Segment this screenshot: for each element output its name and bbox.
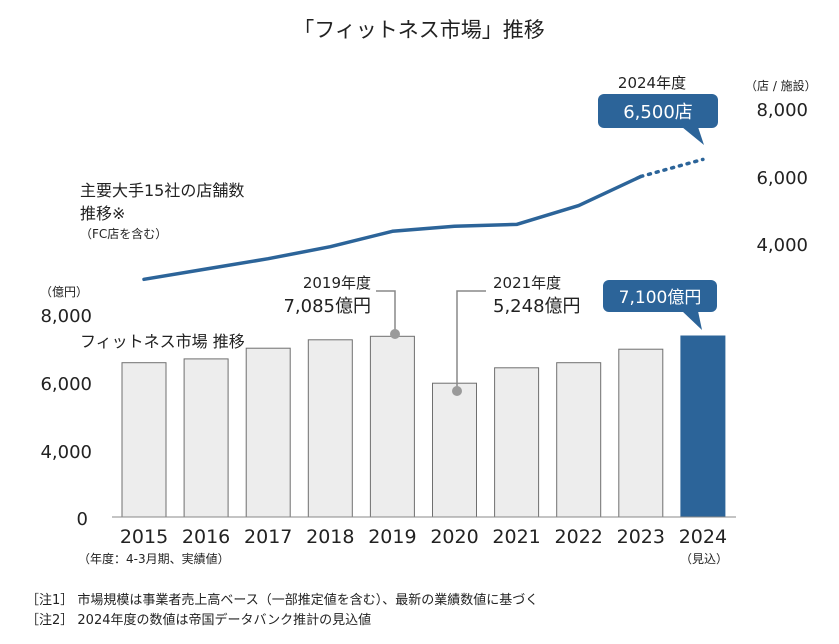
annotation-2019-dot [390, 329, 400, 339]
left-tick-0: 0 [77, 509, 88, 530]
annotation-2021-year: 2021年度 [493, 274, 561, 292]
x-tick-label-2017: 2017 [244, 526, 292, 548]
x-tick-label-2016: 2016 [182, 526, 230, 548]
left-tick-4000: 4,000 [40, 442, 92, 463]
callout-box-bar [603, 280, 717, 312]
bar-2020 [432, 382, 477, 518]
annotation-2021-leader [456, 290, 486, 390]
annotation-2019-year: 2019年度 [303, 274, 371, 292]
left-axis-unit: （億円） [40, 285, 88, 299]
bar-2022 [556, 362, 602, 518]
chart-title: 「フィットネス市場」推移 [293, 18, 545, 42]
annotation-2024-store-value: 6,500店 [623, 102, 693, 123]
annotation-2024-bar-value: 7,100億円 [619, 288, 702, 308]
x-tick-label-2020: 2020 [430, 526, 478, 548]
bar-series-label: フィットネス市場 推移 [80, 332, 245, 351]
bar-2018 [307, 339, 353, 518]
x-tick-label-2022: 2022 [555, 526, 603, 548]
x-tick-label-2018: 2018 [306, 526, 354, 548]
x-axis-note-last: （見込） [680, 552, 728, 566]
bar-2017 [245, 347, 291, 518]
annotation-2021-dot [452, 386, 462, 396]
store-count-line [142, 174, 643, 282]
x-axis-note: （年度：4-3月期、実績値） [78, 551, 230, 566]
bar-2016 [183, 358, 229, 518]
bar-2024 [680, 335, 726, 518]
bar-2021 [494, 367, 540, 518]
x-tick-label-2021: 2021 [492, 526, 540, 548]
bar-2019 [369, 335, 415, 518]
x-tick-labels: 2015 2016 2017 2018 2019 2020 2021 2022 2023 2024 [120, 526, 727, 548]
annotation-2019-value: 7,085億円 [283, 296, 371, 317]
right-tick-4000: 4,000 [756, 235, 808, 256]
right-axis-unit: （店 / 施設） [745, 78, 817, 93]
line-series-label-3: （FC店を含む） [80, 226, 167, 241]
x-tick-label-2024: 2024 [679, 526, 727, 548]
annotation-2024-bar: 7,100億円 [603, 280, 717, 330]
annotation-2019: 2019年度 7,085億円 [283, 274, 400, 339]
bar-2023 [618, 348, 664, 518]
line-series-label-2: 推移※ [80, 204, 125, 223]
left-tick-6000: 6,000 [40, 374, 92, 395]
right-tick-8000: 8,000 [756, 100, 808, 121]
right-tick-6000: 6,000 [756, 168, 808, 189]
footnote-2: ［注2］ 2024年度の数値は帝国データバンク推計の見込値 [26, 612, 371, 628]
line-series-label-1: 主要大手15社の店舗数 [80, 181, 244, 200]
annotation-2021: 2021年度 5,248億円 [452, 274, 581, 396]
footnote-1: ［注1］ 市場規模は事業者売上高ベース（一部推定値を含む）、最新の業績数値に基づ… [26, 592, 538, 608]
store-count-line-estimate [639, 157, 705, 179]
x-tick-label-2015: 2015 [120, 526, 168, 548]
callout-pointer-store [682, 127, 704, 145]
callout-pointer-bar [682, 311, 702, 330]
line-group [142, 157, 705, 282]
x-tick-label-2019: 2019 [368, 526, 416, 548]
callout-box-store [598, 94, 718, 128]
bar-group [121, 335, 726, 518]
left-tick-8000: 8,000 [40, 306, 92, 327]
annotation-2019-leader [376, 290, 396, 333]
annotation-2024-store: 2024年度 6,500店 [598, 74, 718, 145]
x-tick-label-2023: 2023 [617, 526, 665, 548]
annotation-2021-value: 5,248億円 [493, 296, 581, 317]
bar-2015 [121, 362, 167, 518]
annotation-2024-store-year: 2024年度 [618, 74, 686, 92]
